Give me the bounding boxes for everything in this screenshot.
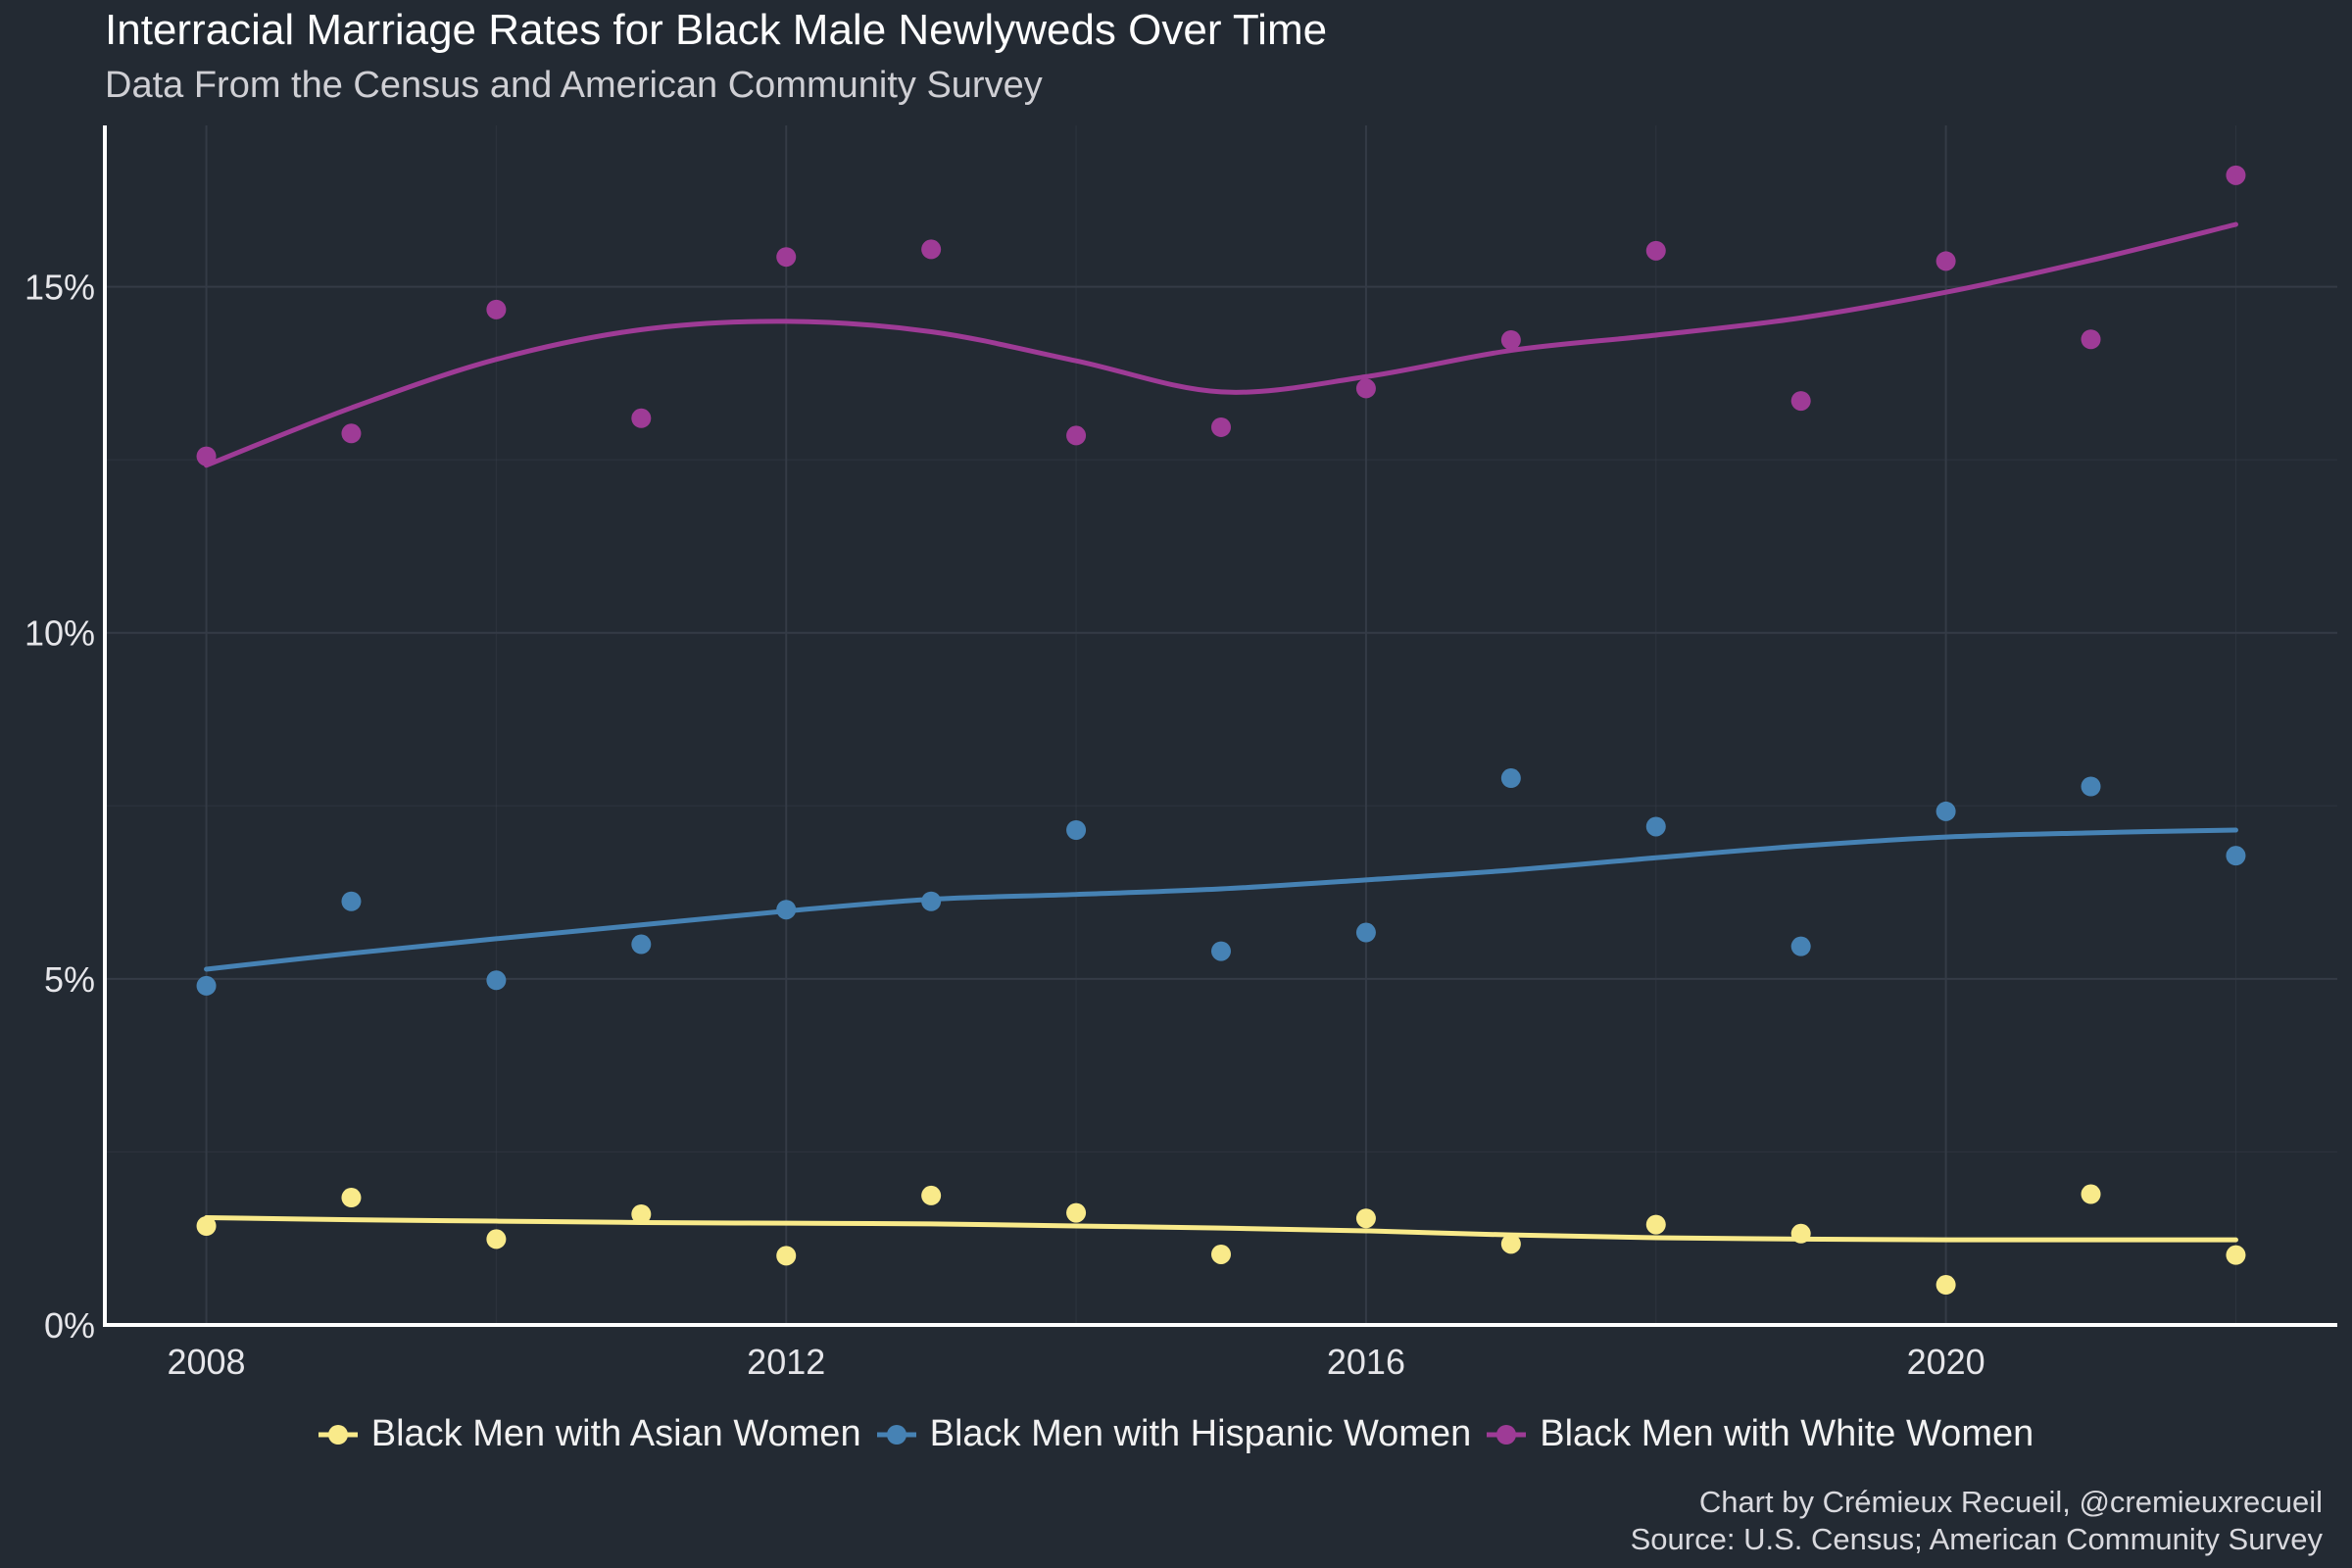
data-point [1790,1223,1811,1244]
data-point [1790,936,1811,956]
x-tick-label: 2008 [167,1342,245,1382]
data-point [921,239,942,260]
data-point [486,1229,507,1250]
chart-title: Interracial Marriage Rates for Black Mal… [105,6,1328,54]
data-point [1645,816,1666,837]
data-point [631,408,652,428]
data-point [1066,1202,1087,1223]
series-0 [196,1184,2246,1296]
legend-key-asian [318,1424,358,1445]
data-point [1500,768,1521,789]
data-point [921,891,942,911]
data-point [196,1216,217,1237]
series-2 [196,165,2246,468]
data-point [486,970,507,991]
legend-label-asian: Black Men with Asian Women [370,1413,861,1454]
data-point [1500,329,1521,350]
legend-label-hispanic: Black Men with Hispanic Women [929,1413,1472,1454]
data-point [1936,801,1956,821]
data-point [921,1185,942,1205]
x-tick-label: 2020 [1907,1342,1985,1382]
data-point [1066,425,1087,446]
legend-item-hispanic: Black Men with Hispanic Women [876,1413,1472,1455]
data-point [1066,820,1087,841]
caption-credit: Chart by Crémieux Recueil, @cremieuxrecu… [1698,1485,2323,1519]
data-point [1355,1208,1376,1229]
data-point [776,900,797,920]
x-tick-label: 2012 [747,1342,825,1382]
y-tick-label: 5% [44,959,95,1000]
data-point [1211,1244,1231,1264]
y-tick-label: 0% [44,1305,95,1346]
data-point [2226,165,2246,185]
data-point [1211,416,1231,437]
data-point [2081,1184,2101,1204]
trend-line [204,221,2238,468]
data-point [341,423,362,444]
data-point [1790,391,1811,412]
data-point [631,1203,652,1224]
chart-caption: Chart by Crémieux Recueil, @cremieuxrecu… [1631,1484,2323,1558]
data-point [1211,941,1231,961]
data-point [1645,240,1666,261]
y-tick-label: 15% [24,268,95,308]
data-point [2081,329,2101,350]
data-point [1355,922,1376,943]
trend-line [204,827,2238,972]
chart-legend: Black Men with Asian Women Black Men wit… [0,1413,2352,1455]
caption-source: Source: U.S. Census; American Community … [1630,1522,2323,1556]
chart-subtitle: Data From the Census and American Commun… [105,65,1043,106]
series-1 [196,768,2246,996]
data-point [341,1188,362,1208]
data-point [631,934,652,955]
trend-line [204,1215,2238,1243]
legend-key-white [1487,1424,1527,1445]
data-point [1936,251,1956,271]
data-point [2226,846,2246,866]
legend-key-hispanic [876,1424,916,1445]
data-point [196,446,217,466]
data-point [776,1246,797,1266]
data-point [2081,776,2101,797]
data-point [1936,1275,1956,1296]
data-point [1500,1234,1521,1254]
data-point [1355,378,1376,399]
legend-item-white: Black Men with White Women [1487,1413,2034,1455]
x-tick-label: 2016 [1327,1342,1405,1382]
data-point [341,891,362,911]
legend-label-white: Black Men with White Women [1540,1413,2034,1454]
data-point [196,975,217,996]
y-tick-label: 10% [24,613,95,654]
legend-item-asian: Black Men with Asian Women [318,1413,861,1455]
data-point [2226,1245,2246,1265]
data-point [1645,1214,1666,1235]
data-point [776,247,797,268]
data-point [486,299,507,319]
